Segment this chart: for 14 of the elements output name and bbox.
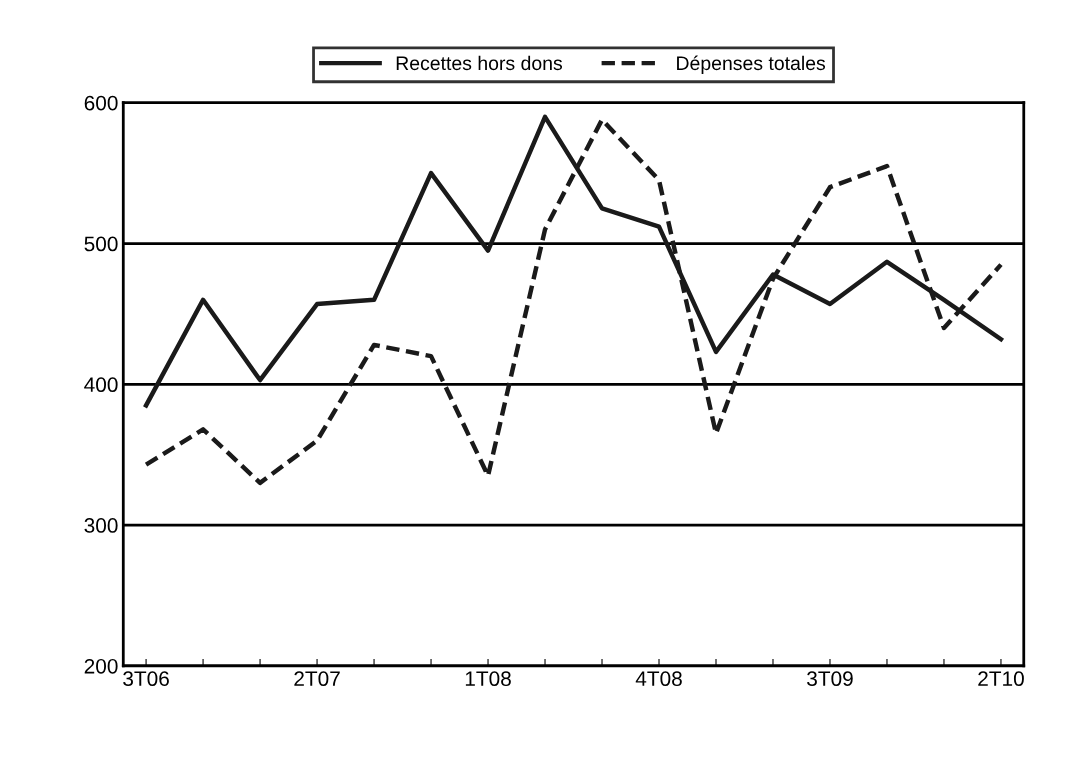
y-tick-label: 400 <box>84 377 118 393</box>
legend-label: Recettes hors dons <box>396 55 563 71</box>
y-tick-label: 600 <box>84 95 118 111</box>
x-tick-label: 4T08 <box>635 671 682 687</box>
x-tick-label: 2T07 <box>294 671 340 687</box>
y-tick-label: 300 <box>84 518 118 533</box>
x-tick-label: 1T08 <box>465 671 511 687</box>
legend-label: Dépenses totales <box>677 55 826 74</box>
line-series <box>143 117 1004 486</box>
x-tick-label: 3T06 <box>123 671 169 687</box>
y-tick-label: 200 <box>84 658 118 674</box>
x-tick-label: 3T09 <box>807 671 853 687</box>
x-tick-label: 2T10 <box>978 671 1024 687</box>
y-tick-label: 500 <box>84 236 118 252</box>
